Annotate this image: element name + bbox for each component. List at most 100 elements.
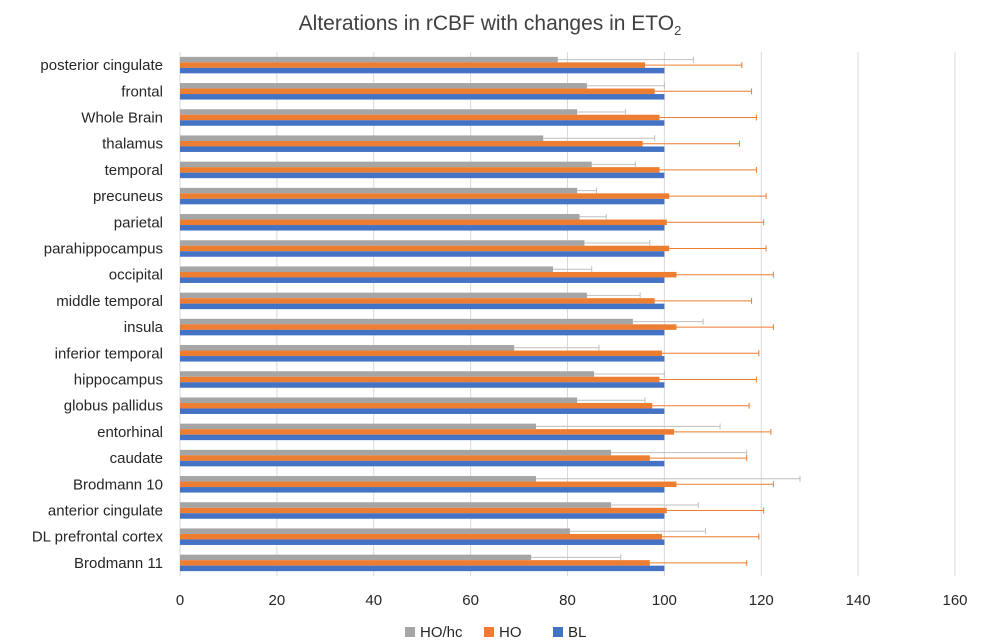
bar-bl — [180, 225, 665, 231]
bar-ho-hc — [180, 554, 532, 561]
bar-ho — [180, 350, 662, 357]
category-labels: posterior cingulate frontal Whole Brain tha… — [32, 57, 164, 572]
category-label: anterior cingulate — [48, 503, 163, 520]
bar-ho — [180, 271, 677, 278]
category-label: temporal — [105, 162, 163, 179]
x-tick-label: 80 — [559, 592, 576, 609]
category-label: occipital — [109, 267, 163, 284]
bar-bl — [180, 382, 665, 388]
bar-bl — [180, 146, 665, 152]
bar-ho-hc — [180, 423, 537, 430]
legend-label: HO/hc — [420, 624, 463, 641]
bar-bl — [180, 67, 665, 74]
bar-ho — [180, 114, 660, 121]
bar-bl — [180, 303, 665, 310]
bar-ho-hc — [180, 161, 592, 168]
x-tick-label: 120 — [749, 592, 774, 609]
bar-bl — [180, 539, 665, 545]
category-label: Brodmann 11 — [74, 555, 163, 572]
bar-bl — [180, 329, 665, 336]
bar-ho-hc — [180, 214, 580, 220]
bar-ho — [180, 245, 670, 252]
bar-ho-hc — [180, 528, 570, 534]
bar-ho-hc — [180, 449, 612, 456]
bar-bl — [180, 251, 665, 257]
x-tick-label: 60 — [462, 592, 479, 609]
category-label: precuneus — [93, 188, 163, 205]
bar-ho-hc — [180, 292, 587, 299]
bar-ho-hc — [180, 476, 537, 482]
bar-ho-hc — [180, 266, 553, 272]
category-label: caudate — [110, 450, 163, 467]
bar-bl — [180, 408, 665, 414]
bar-bl — [180, 356, 665, 362]
x-tick-label: 140 — [846, 592, 871, 609]
category-label: Whole Brain — [81, 110, 163, 127]
bar-ho — [180, 533, 662, 540]
chart-title-main: Alterations in rCBF with changes in ETO — [299, 12, 674, 35]
bar-ho-hc — [180, 240, 585, 246]
x-tick-label: 20 — [269, 592, 286, 609]
x-tick-label: 40 — [365, 592, 382, 609]
bar-ho — [180, 62, 645, 68]
legend: HO/hc HO BL — [405, 624, 586, 641]
category-label: frontal — [121, 83, 163, 100]
category-label: entorhinal — [97, 424, 163, 441]
category-label: parahippocampus — [44, 241, 163, 258]
bar-ho-hc — [180, 397, 578, 403]
category-label: thalamus — [102, 136, 163, 153]
bar-bl — [180, 487, 665, 493]
bar-ho — [180, 167, 660, 173]
legend-label: BL — [568, 624, 586, 641]
bar-ho — [180, 376, 660, 383]
bar-ho — [180, 481, 677, 488]
bar-ho — [180, 455, 650, 461]
legend-label: HO — [499, 624, 522, 641]
bar-ho-hc — [180, 56, 558, 63]
bar-ho-hc — [180, 371, 595, 377]
bar-bl — [180, 434, 665, 441]
bar-ho-hc — [180, 187, 578, 194]
category-label: globus pallidus — [64, 398, 163, 415]
bar-ho — [180, 560, 650, 566]
category-label: inferior temporal — [55, 345, 163, 362]
bar-ho — [180, 219, 667, 226]
bar-bl — [180, 120, 665, 126]
bar-ho-hc — [180, 318, 633, 325]
bar-ho — [180, 429, 675, 435]
x-tick-label: 0 — [176, 592, 184, 609]
bar-bl — [180, 94, 665, 100]
chart-title: Alterations in rCBF with changes in ETO2 — [299, 12, 682, 38]
error-bars — [514, 56, 801, 566]
bar-ho-hc — [180, 135, 544, 141]
legend-swatch — [553, 627, 563, 637]
category-label: DL prefrontal cortex — [32, 529, 164, 546]
legend-swatch — [484, 627, 494, 637]
bar-bl — [180, 565, 665, 572]
category-label: middle temporal — [56, 293, 163, 310]
bar-ho — [180, 88, 655, 95]
gridlines — [179, 52, 956, 576]
category-label: parietal — [114, 214, 163, 231]
bar-bl — [180, 513, 665, 519]
chart-title-subscript: 2 — [674, 23, 681, 38]
bars — [180, 56, 677, 572]
legend-swatch — [405, 627, 415, 637]
bar-ho — [180, 402, 653, 409]
bar-bl — [180, 198, 665, 205]
x-tick-label: 160 — [942, 592, 967, 609]
bar-ho — [180, 140, 643, 147]
category-label: insula — [124, 319, 164, 336]
bar-ho — [180, 507, 667, 514]
bar-bl — [180, 460, 665, 467]
bar-ho — [180, 324, 677, 330]
bar-bl — [180, 172, 665, 179]
x-axis-tick-labels: 0 20 40 60 80 100 120 140 160 — [176, 592, 968, 609]
bar-ho-hc — [180, 83, 587, 89]
bar-ho-hc — [180, 345, 515, 351]
bar-ho — [180, 193, 670, 199]
bar-ho — [180, 298, 655, 304]
bar-ho-hc — [180, 109, 578, 115]
bar-ho-hc — [180, 502, 612, 508]
